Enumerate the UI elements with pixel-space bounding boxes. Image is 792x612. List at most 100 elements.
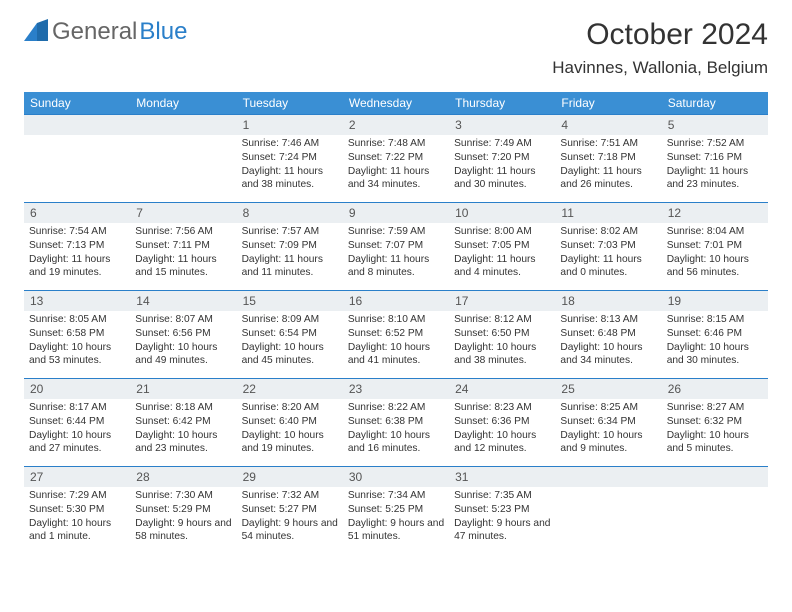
daylight-line: Daylight: 9 hours and 47 minutes. xyxy=(454,517,550,545)
sunset-line: Sunset: 5:23 PM xyxy=(454,503,550,517)
day-cell: 12Sunrise: 8:04 AMSunset: 7:01 PMDayligh… xyxy=(662,203,768,291)
daylight-line: Daylight: 10 hours and 19 minutes. xyxy=(242,429,338,457)
daylight-line: Daylight: 10 hours and 41 minutes. xyxy=(348,341,444,369)
day-number: 25 xyxy=(555,379,661,399)
sunset-line: Sunset: 7:05 PM xyxy=(454,239,550,253)
sunset-line: Sunset: 7:20 PM xyxy=(454,151,550,165)
sunset-line: Sunset: 5:25 PM xyxy=(348,503,444,517)
day-number: 6 xyxy=(24,203,130,223)
day-cell: 14Sunrise: 8:07 AMSunset: 6:56 PMDayligh… xyxy=(130,291,236,379)
sunset-line: Sunset: 5:30 PM xyxy=(29,503,125,517)
day-cell: 30 Sunrise: 7:34 AMSunset: 5:25 PMDayligh… xyxy=(343,467,449,555)
sunrise-line: Sunrise: 7:57 AM xyxy=(242,225,338,239)
day-header: Thursday xyxy=(449,92,555,115)
day-header: Saturday xyxy=(662,92,768,115)
sunset-line: Sunset: 7:13 PM xyxy=(29,239,125,253)
day-cell: 31Sunrise: 7:35 AMSunset: 5:23 PMDayligh… xyxy=(449,467,555,555)
day-number: 19 xyxy=(662,291,768,311)
sunrise-line: Sunrise: 7:56 AM xyxy=(135,225,231,239)
logo-text-blue: Blue xyxy=(139,18,187,46)
daylight-line: Daylight: 10 hours and 5 minutes. xyxy=(667,429,763,457)
day-cell xyxy=(130,115,236,203)
daylight-line: Daylight: 10 hours and 38 minutes. xyxy=(454,341,550,369)
day-number: 9 xyxy=(343,203,449,223)
day-number: 7 xyxy=(130,203,236,223)
day-header: Tuesday xyxy=(237,92,343,115)
sunset-line: Sunset: 7:07 PM xyxy=(348,239,444,253)
daylight-line: Daylight: 10 hours and 53 minutes. xyxy=(29,341,125,369)
daylight-line: Daylight: 11 hours and 26 minutes. xyxy=(560,165,656,193)
sunset-line: Sunset: 6:54 PM xyxy=(242,327,338,341)
day-number: 10 xyxy=(449,203,555,223)
day-number: 8 xyxy=(237,203,343,223)
day-number: 17 xyxy=(449,291,555,311)
sunset-line: Sunset: 7:18 PM xyxy=(560,151,656,165)
sunrise-line: Sunrise: 8:10 AM xyxy=(348,313,444,327)
daylight-line: Daylight: 11 hours and 30 minutes. xyxy=(454,165,550,193)
sunrise-line: Sunrise: 7:59 AM xyxy=(348,225,444,239)
sunrise-line: Sunrise: 8:25 AM xyxy=(560,401,656,415)
day-header-row: SundayMondayTuesdayWednesdayThursdayFrid… xyxy=(24,92,768,115)
day-header: Monday xyxy=(130,92,236,115)
day-number: 1 xyxy=(237,115,343,135)
sunset-line: Sunset: 6:32 PM xyxy=(667,415,763,429)
day-cell: 3Sunrise: 7:49 AMSunset: 7:20 PMDaylight… xyxy=(449,115,555,203)
day-number: 16 xyxy=(343,291,449,311)
calendar-week: 1Sunrise: 7:46 AMSunset: 7:24 PMDaylight… xyxy=(24,115,768,203)
sunrise-line: Sunrise: 7:51 AM xyxy=(560,137,656,151)
daylight-line: Daylight: 10 hours and 45 minutes. xyxy=(242,341,338,369)
day-number: 27 xyxy=(24,467,130,487)
day-number: 22 xyxy=(237,379,343,399)
daylight-line: Daylight: 11 hours and 23 minutes. xyxy=(667,165,763,193)
sunset-line: Sunset: 6:44 PM xyxy=(29,415,125,429)
sunrise-line: Sunrise: 7:32 AM xyxy=(242,489,338,503)
day-cell: 29Sunrise: 7:32 AMSunset: 5:27 PMDayligh… xyxy=(237,467,343,555)
day-cell: 20Sunrise: 8:17 AMSunset: 6:44 PMDayligh… xyxy=(24,379,130,467)
sunset-line: Sunset: 6:42 PM xyxy=(135,415,231,429)
day-cell: 16Sunrise: 8:10 AMSunset: 6:52 PMDayligh… xyxy=(343,291,449,379)
day-number: 2 xyxy=(343,115,449,135)
day-number-bar xyxy=(555,467,661,487)
day-cell: 21Sunrise: 8:18 AMSunset: 6:42 PMDayligh… xyxy=(130,379,236,467)
day-number-bar xyxy=(24,115,130,135)
daylight-line: Daylight: 10 hours and 56 minutes. xyxy=(667,253,763,281)
sunset-line: Sunset: 7:22 PM xyxy=(348,151,444,165)
day-number: 4 xyxy=(555,115,661,135)
sunrise-line: Sunrise: 7:46 AM xyxy=(242,137,338,151)
day-cell: 4 Sunrise: 7:51 AMSunset: 7:18 PMDaylight… xyxy=(555,115,661,203)
day-number: 28 xyxy=(130,467,236,487)
sunrise-line: Sunrise: 8:23 AM xyxy=(454,401,550,415)
calendar-body: 1Sunrise: 7:46 AMSunset: 7:24 PMDaylight… xyxy=(24,115,768,555)
daylight-line: Daylight: 11 hours and 15 minutes. xyxy=(135,253,231,281)
sunrise-line: Sunrise: 8:05 AM xyxy=(29,313,125,327)
day-cell: 7 Sunrise: 7:56 AMSunset: 7:11 PMDaylight… xyxy=(130,203,236,291)
day-cell: 2Sunrise: 7:48 AMSunset: 7:22 PMDaylight… xyxy=(343,115,449,203)
sunrise-line: Sunrise: 7:34 AM xyxy=(348,489,444,503)
sunset-line: Sunset: 5:27 PM xyxy=(242,503,338,517)
sunset-line: Sunset: 7:11 PM xyxy=(135,239,231,253)
day-cell: 25Sunrise: 8:25 AMSunset: 6:34 PMDayligh… xyxy=(555,379,661,467)
day-cell: 19Sunrise: 8:15 AMSunset: 6:46 PMDayligh… xyxy=(662,291,768,379)
sunset-line: Sunset: 5:29 PM xyxy=(135,503,231,517)
daylight-line: Daylight: 9 hours and 51 minutes. xyxy=(348,517,444,545)
sunrise-line: Sunrise: 7:30 AM xyxy=(135,489,231,503)
sunrise-line: Sunrise: 8:12 AM xyxy=(454,313,550,327)
day-cell: 11Sunrise: 8:02 AMSunset: 7:03 PMDayligh… xyxy=(555,203,661,291)
day-cell: 26Sunrise: 8:27 AMSunset: 6:32 PMDayligh… xyxy=(662,379,768,467)
sunrise-line: Sunrise: 8:00 AM xyxy=(454,225,550,239)
calendar-table: SundayMondayTuesdayWednesdayThursdayFrid… xyxy=(24,92,768,555)
day-number: 15 xyxy=(237,291,343,311)
day-cell: 10Sunrise: 8:00 AMSunset: 7:05 PMDayligh… xyxy=(449,203,555,291)
day-cell: 15Sunrise: 8:09 AMSunset: 6:54 PMDayligh… xyxy=(237,291,343,379)
sunset-line: Sunset: 6:58 PM xyxy=(29,327,125,341)
day-cell: 18Sunrise: 8:13 AMSunset: 6:48 PMDayligh… xyxy=(555,291,661,379)
logo: General Blue xyxy=(24,18,187,46)
daylight-line: Daylight: 10 hours and 23 minutes. xyxy=(135,429,231,457)
day-number: 30 xyxy=(343,467,449,487)
sunrise-line: Sunrise: 8:18 AM xyxy=(135,401,231,415)
daylight-line: Daylight: 9 hours and 54 minutes. xyxy=(242,517,338,545)
day-number-bar xyxy=(662,467,768,487)
day-cell: 28Sunrise: 7:30 AMSunset: 5:29 PMDayligh… xyxy=(130,467,236,555)
day-header: Friday xyxy=(555,92,661,115)
calendar-week: 20Sunrise: 8:17 AMSunset: 6:44 PMDayligh… xyxy=(24,379,768,467)
